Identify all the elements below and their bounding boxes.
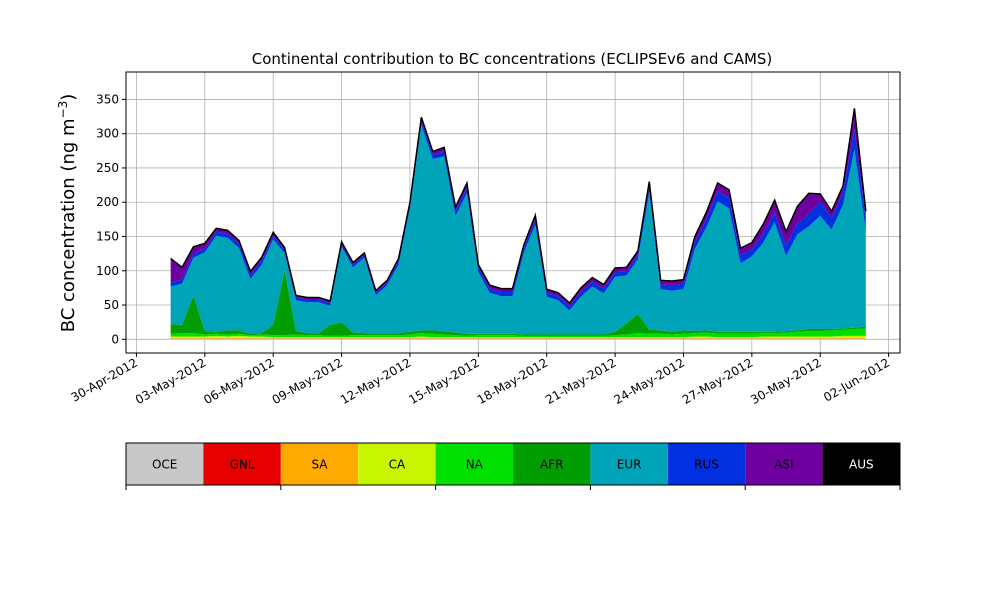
y-axis-label: BC concentration (ng m−3) [56,94,79,333]
legend-swatch-aus [822,443,900,485]
y-tick-label: 150 [96,229,119,243]
y-tick-label: 200 [96,195,119,209]
y-axis-label-text: BC concentration (ng m [58,118,79,332]
area-series-sa [170,337,866,339]
x-tick-label: 27-May-2012 [680,355,755,407]
total-line [170,108,867,305]
plot-frame [125,71,901,354]
x-tick-label: 06-May-2012 [201,355,276,407]
legend-swatch-afr [513,443,591,485]
y-tick-label: 300 [96,127,119,141]
x-tick-label: 21-May-2012 [543,355,618,407]
legend-label-gnl: GNL [230,458,255,472]
y-tick-label: 100 [96,264,119,278]
x-tick-label: 30-Apr-2012 [69,355,140,404]
legend-label-ca: CA [389,458,406,472]
x-tick-label: 03-May-2012 [133,355,208,407]
legend-label-eur: EUR [617,458,642,472]
y-axis-label-close: ) [58,94,79,101]
chart-title: Continental contribution to BC concentra… [252,50,773,68]
legend-swatch-eur [590,443,668,485]
y-tick-label: 350 [96,92,119,106]
legend-swatch-ca [358,443,436,485]
x-tick-label: 09-May-2012 [270,355,345,407]
x-tick-label: 18-May-2012 [475,355,550,407]
area-series-eur [170,124,866,335]
y-axis-label-superscript: −3 [56,101,70,119]
legend-label-afr: AFR [540,458,563,472]
y-tick-label: 50 [104,298,119,312]
y-tick-label: 250 [96,161,119,175]
x-tick-label: 15-May-2012 [406,355,481,407]
legend-swatch-asi [745,443,823,485]
legend-swatch-rus [667,443,746,485]
legend-swatch-oce [126,443,204,485]
area-series-na [170,328,866,338]
area-series-oce [170,338,866,340]
legend-label-asi: ASI [774,458,793,472]
legend-label-na: NA [466,458,484,472]
legend-swatch-gnl [203,443,281,485]
y-tick-label: 0 [111,332,119,346]
legend-swatch-na [435,443,513,485]
x-tick-label: 02-Jun-2012 [821,355,892,404]
legend-label-oce: OCE [152,458,177,472]
area-series-rus [170,120,866,311]
legend-frame [125,442,901,486]
legend-label-rus: RUS [694,458,719,472]
legend-label-sa: SA [311,458,328,472]
plot-area: 0 50 100 150 200 250 300 350 30-Apr-201203-May-2… [69,71,901,407]
area-series-ca [170,335,866,338]
x-tick-label: 24-May-2012 [611,355,686,407]
legend: OCE GNL SA CA NA AFR EUR RUS ASI AUS [125,442,901,490]
legend-swatch-sa [280,443,359,485]
x-tick-label: 30-May-2012 [748,355,823,407]
legend-label-aus: AUS [849,458,874,472]
x-tick-label: 12-May-2012 [338,355,413,407]
